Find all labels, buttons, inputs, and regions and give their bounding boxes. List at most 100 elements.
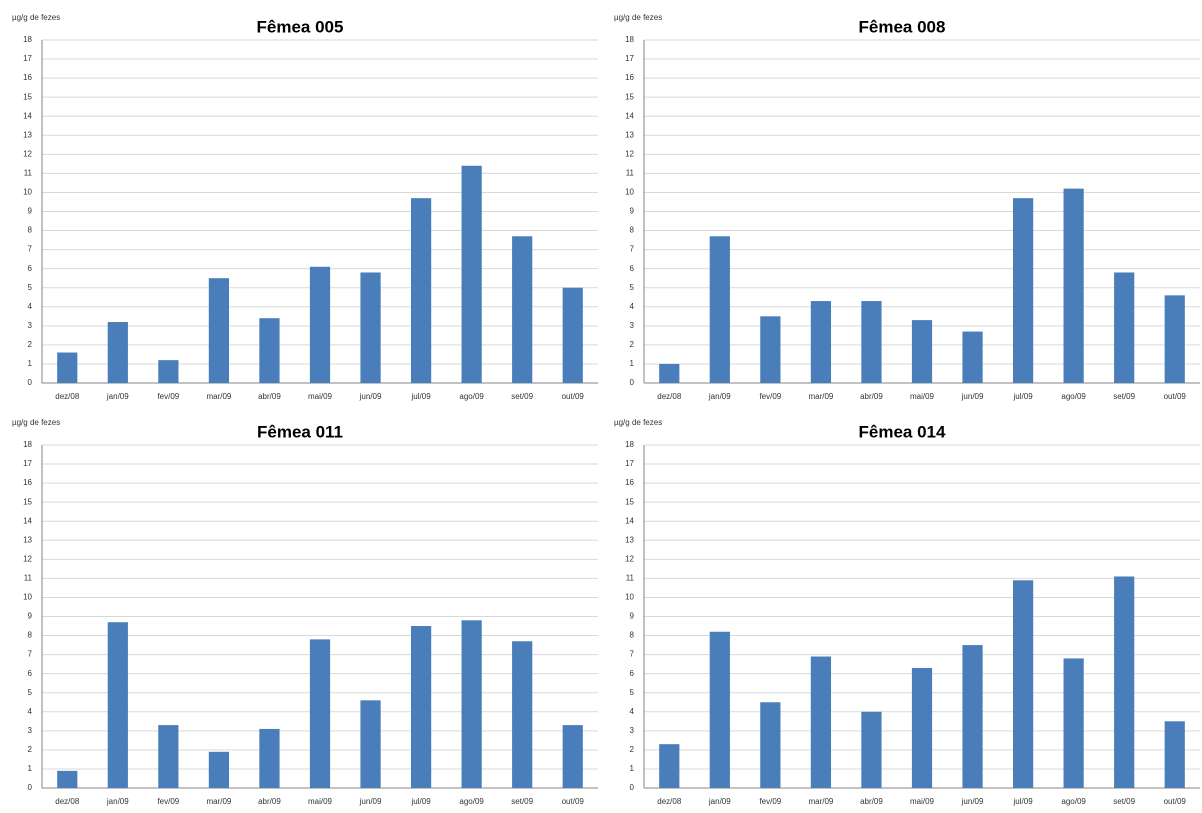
y-tick-label: 9 — [630, 612, 635, 621]
y-tick-label: 13 — [625, 130, 634, 139]
y-tick-label: 14 — [23, 111, 32, 120]
bar — [158, 725, 179, 788]
bar — [57, 770, 78, 788]
bar — [107, 622, 128, 788]
y-tick-label: 17 — [23, 459, 32, 468]
x-tick-label: mar/09 — [206, 392, 231, 401]
bar — [309, 266, 331, 383]
x-tick-label: set/09 — [511, 797, 533, 806]
y-tick-label: 8 — [28, 631, 33, 640]
x-tick-label: jan/09 — [106, 797, 129, 806]
y-tick-label: 14 — [23, 516, 32, 525]
x-tick-label: jul/09 — [1013, 797, 1034, 806]
y-tick-label: 12 — [23, 149, 32, 158]
y-tick-label: 10 — [625, 593, 634, 602]
x-tick-label: ago/09 — [459, 797, 484, 806]
x-tick-label: set/09 — [1113, 797, 1135, 806]
bar — [911, 320, 933, 383]
y-tick-label: 4 — [630, 302, 635, 311]
bar — [810, 656, 832, 788]
y-tick-label: 15 — [23, 497, 32, 506]
bar — [1063, 658, 1084, 788]
x-tick-label: abr/09 — [258, 392, 281, 401]
y-tick-label: 18 — [23, 440, 32, 449]
x-tick-label: jul/09 — [1013, 392, 1034, 401]
y-tick-label: 6 — [630, 669, 635, 678]
bar — [57, 352, 78, 383]
bar — [512, 236, 533, 383]
y-tick-label: 17 — [625, 459, 634, 468]
y-tick-label: 14 — [625, 111, 634, 120]
bar — [562, 725, 583, 788]
y-tick-label: 12 — [625, 554, 634, 563]
bar — [562, 287, 583, 383]
x-tick-label: fev/09 — [157, 392, 179, 401]
bar — [107, 322, 128, 383]
y-axis-label: µg/g de fezes — [12, 13, 60, 22]
y-tick-label: 17 — [23, 54, 32, 63]
x-tick-label: out/09 — [562, 392, 585, 401]
x-tick-label: dez/08 — [55, 797, 80, 806]
bar — [1063, 188, 1084, 383]
x-tick-label: out/09 — [1164, 392, 1187, 401]
bar — [962, 331, 983, 383]
bar — [208, 751, 230, 788]
x-tick-label: set/09 — [1113, 392, 1135, 401]
y-tick-label: 1 — [630, 359, 635, 368]
y-tick-label: 5 — [630, 283, 635, 292]
chart-title: Fêmea 011 — [257, 422, 343, 441]
y-tick-label: 1 — [630, 764, 635, 773]
chart-title: Fêmea 014 — [859, 422, 946, 441]
y-axis-label: µg/g de fezes — [12, 418, 60, 427]
y-tick-label: 7 — [630, 650, 635, 659]
x-tick-label: mar/09 — [206, 797, 231, 806]
y-tick-label: 9 — [630, 207, 635, 216]
x-tick-label: out/09 — [562, 797, 585, 806]
chart-title: Fêmea 005 — [257, 17, 344, 36]
bar — [461, 620, 482, 788]
x-tick-label: set/09 — [511, 392, 533, 401]
y-tick-label: 15 — [23, 92, 32, 101]
bar — [1114, 272, 1135, 383]
y-tick-label: 11 — [626, 573, 635, 582]
y-tick-label: 11 — [24, 573, 33, 582]
y-tick-label: 8 — [28, 226, 33, 235]
bar — [659, 363, 680, 383]
y-tick-label: 16 — [23, 73, 32, 82]
y-tick-label: 1 — [28, 359, 33, 368]
y-tick-label: 2 — [630, 340, 635, 349]
bar — [760, 702, 781, 788]
x-tick-label: mai/09 — [910, 392, 935, 401]
y-tick-label: 13 — [23, 535, 32, 544]
bar — [1012, 580, 1034, 788]
y-tick-label: 16 — [625, 478, 634, 487]
x-tick-label: jun/09 — [359, 392, 382, 401]
y-tick-label: 3 — [28, 321, 33, 330]
bar — [208, 278, 230, 383]
bar — [962, 645, 983, 788]
y-tick-label: 4 — [630, 707, 635, 716]
x-tick-label: mar/09 — [808, 392, 833, 401]
x-tick-label: abr/09 — [860, 797, 883, 806]
x-tick-label: dez/08 — [657, 392, 682, 401]
y-tick-label: 7 — [630, 245, 635, 254]
y-tick-label: 5 — [28, 688, 33, 697]
bar — [461, 165, 482, 383]
bar — [360, 700, 381, 788]
y-tick-label: 16 — [625, 73, 634, 82]
x-tick-label: jan/09 — [708, 797, 731, 806]
bar — [1164, 721, 1185, 788]
x-tick-label: jun/09 — [359, 797, 382, 806]
bar — [810, 301, 832, 383]
y-tick-label: 8 — [630, 226, 635, 235]
y-tick-label: 0 — [28, 378, 33, 387]
y-tick-label: 2 — [28, 340, 33, 349]
bar — [410, 626, 432, 788]
y-axis-label: µg/g de fezes — [614, 418, 662, 427]
bar — [709, 631, 730, 788]
bar — [158, 360, 179, 383]
x-tick-label: jan/09 — [708, 392, 731, 401]
y-tick-label: 12 — [23, 554, 32, 563]
y-axis-label: µg/g de fezes — [614, 13, 662, 22]
y-tick-label: 17 — [625, 54, 634, 63]
